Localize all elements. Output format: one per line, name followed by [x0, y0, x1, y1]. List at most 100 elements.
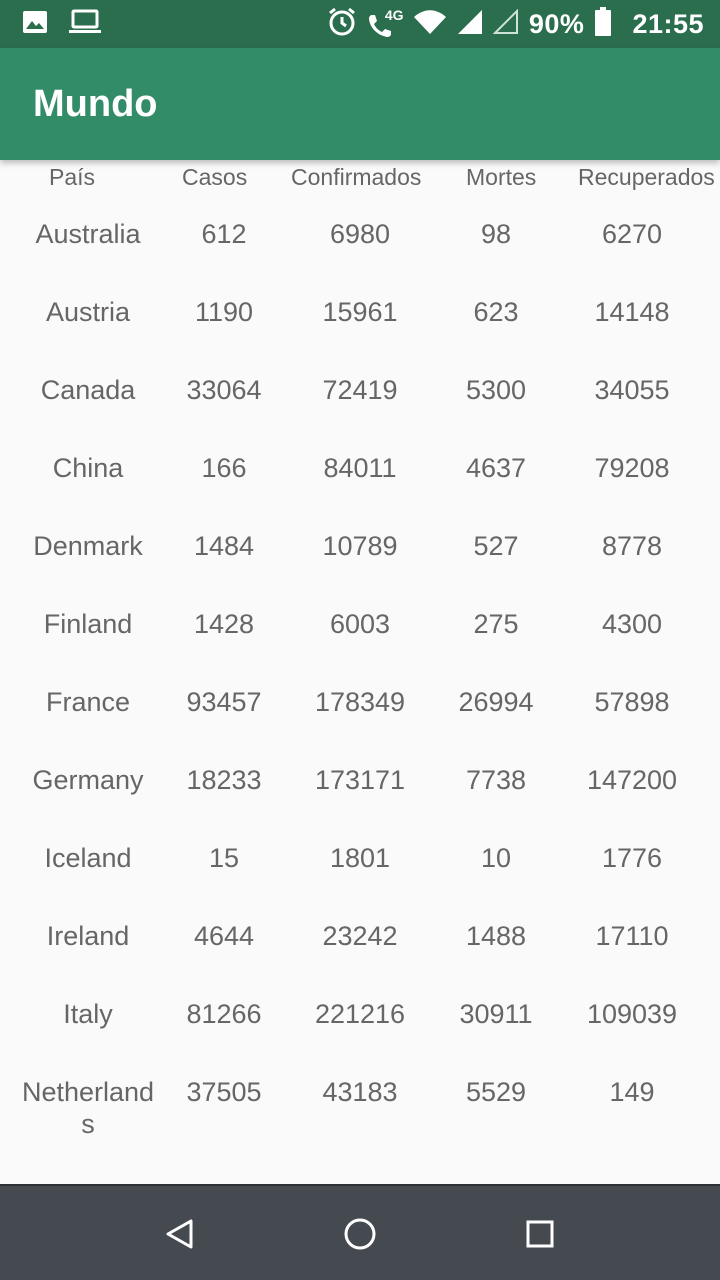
laptop-icon [68, 9, 102, 40]
cell-casos: 93457 [186, 687, 262, 717]
cell-pais: Italy [63, 999, 113, 1029]
back-icon [166, 1219, 193, 1249]
alarm-icon [327, 7, 357, 42]
clock: 21:55 [632, 8, 704, 39]
cell-confirmados: 84011 [323, 453, 397, 483]
cell-casos: 1484 [193, 531, 255, 561]
column-header-mortes: Mortes [466, 164, 537, 190]
cell-confirmados: 72419 [322, 375, 398, 405]
table-row[interactable]: France 93457 178349 26994 57898 [0, 686, 720, 764]
status-bar: 4G 90% 21:55 [0, 0, 720, 48]
cell-mortes: 5300 [465, 375, 527, 405]
status-bar-right: 4G 90% 21:55 [327, 6, 704, 42]
cell-confirmados: 173171 [314, 765, 406, 795]
table-row[interactable]: Finland 1428 6003 275 4300 [0, 608, 720, 686]
cell-mortes: 30911 [459, 999, 533, 1029]
cell-confirmados: 221216 [314, 999, 406, 1029]
wifi-calling-4g-icon: 4G [367, 7, 404, 39]
cell-mortes: 4637 [465, 453, 527, 483]
table-row[interactable]: Germany 18233 173171 7738 147200 [0, 764, 720, 842]
table-row[interactable]: Italy 81266 221216 30911 109039 [0, 998, 720, 1076]
cell-casos: 4644 [193, 921, 255, 951]
cell-pais: Finland [43, 609, 133, 639]
recents-button[interactable] [518, 1212, 562, 1256]
cell-confirmados: 10789 [322, 531, 398, 561]
cell-mortes: 5529 [465, 1077, 527, 1107]
cell-pais: Denmark [33, 531, 143, 561]
cell-pais: Iceland [44, 843, 132, 873]
cell-recuperados: 147200 [586, 765, 678, 795]
cell-confirmados: 43183 [322, 1077, 398, 1107]
cell-pais: Ireland [46, 921, 130, 951]
cell-mortes: 7738 [465, 765, 527, 795]
cell-pais: Australia [35, 219, 141, 249]
column-header-confirmados: Confirmados [291, 164, 422, 190]
cell-confirmados: 6980 [329, 219, 391, 249]
cell-recuperados: 149 [609, 1077, 655, 1107]
network-type-label: 4G [384, 7, 404, 23]
navigation-bar [0, 1184, 720, 1280]
column-header-recuperados: Recuperados [578, 164, 715, 190]
signal-empty-icon [492, 8, 519, 40]
back-button[interactable] [158, 1212, 202, 1256]
cell-confirmados: 1801 [329, 843, 391, 873]
cell-recuperados: 17110 [595, 921, 669, 951]
cell-recuperados: 8778 [601, 531, 663, 561]
cell-recuperados: 1776 [601, 843, 663, 873]
page-title: Mundo [33, 82, 158, 125]
cell-casos: 33064 [186, 375, 262, 405]
column-header-pais: País [49, 164, 96, 190]
cell-casos: 81266 [186, 999, 262, 1029]
cell-casos: 1190 [194, 297, 254, 327]
cell-casos: 612 [201, 219, 247, 249]
cell-recuperados: 57898 [594, 687, 670, 717]
table-row[interactable]: Netherlands 37505 43183 5529 149 [0, 1076, 720, 1154]
recents-icon [526, 1220, 554, 1248]
cell-confirmados: 23242 [322, 921, 398, 951]
cell-confirmados: 15961 [322, 297, 398, 327]
table-row[interactable]: Austria 1190 15961 623 14148 [0, 296, 720, 374]
cell-recuperados: 34055 [594, 375, 670, 405]
cell-mortes: 275 [473, 609, 519, 639]
table-row[interactable]: Iceland 15 1801 10 1776 [0, 842, 720, 920]
country-table[interactable]: País Casos Confirmados Mortes Recuperado… [0, 160, 720, 1184]
status-bar-left [22, 9, 102, 40]
cell-recuperados: 14148 [594, 297, 670, 327]
wifi-icon [413, 9, 447, 40]
table-row[interactable]: Australia 612 6980 98 6270 [0, 218, 720, 296]
cell-recuperados: 6270 [601, 219, 663, 249]
battery-percent: 90% [528, 8, 585, 39]
table-row[interactable]: Ireland 4644 23242 1488 17110 [0, 920, 720, 998]
battery-icon [594, 6, 612, 42]
cell-pais: Canada [40, 375, 136, 405]
cell-pais: Germany [32, 765, 144, 795]
table-row[interactable]: Canada 33064 72419 5300 34055 [0, 374, 720, 452]
cell-pais: Netherlands [21, 1077, 155, 1139]
cell-casos: 15 [208, 843, 240, 873]
table-row[interactable]: China 166 84011 4637 79208 [0, 452, 720, 530]
cell-casos: 18233 [186, 765, 262, 795]
table-header: País Casos Confirmados Mortes Recuperado… [0, 160, 720, 196]
home-button[interactable] [338, 1212, 382, 1256]
cell-recuperados: 4300 [601, 609, 663, 639]
cell-casos: 37505 [186, 1077, 262, 1107]
cell-casos: 166 [201, 453, 247, 483]
cell-pais: China [52, 453, 124, 483]
cell-pais: Austria [45, 297, 131, 327]
app-bar: Mundo [0, 48, 720, 160]
cell-recuperados: 79208 [594, 453, 670, 483]
cell-mortes: 10 [480, 843, 512, 873]
signal-icon [457, 9, 483, 40]
column-header-casos: Casos [182, 164, 248, 190]
cell-mortes: 98 [480, 219, 512, 249]
cell-mortes: 623 [473, 297, 519, 327]
cell-mortes: 26994 [458, 687, 534, 717]
cell-mortes: 527 [473, 531, 519, 561]
cell-casos: 1428 [193, 609, 255, 639]
cell-confirmados: 178349 [314, 687, 406, 717]
table-row[interactable]: Denmark 1484 10789 527 8778 [0, 530, 720, 608]
cell-recuperados: 109039 [586, 999, 678, 1029]
image-icon [22, 10, 48, 39]
cell-confirmados: 6003 [329, 609, 391, 639]
cell-mortes: 1488 [465, 921, 527, 951]
